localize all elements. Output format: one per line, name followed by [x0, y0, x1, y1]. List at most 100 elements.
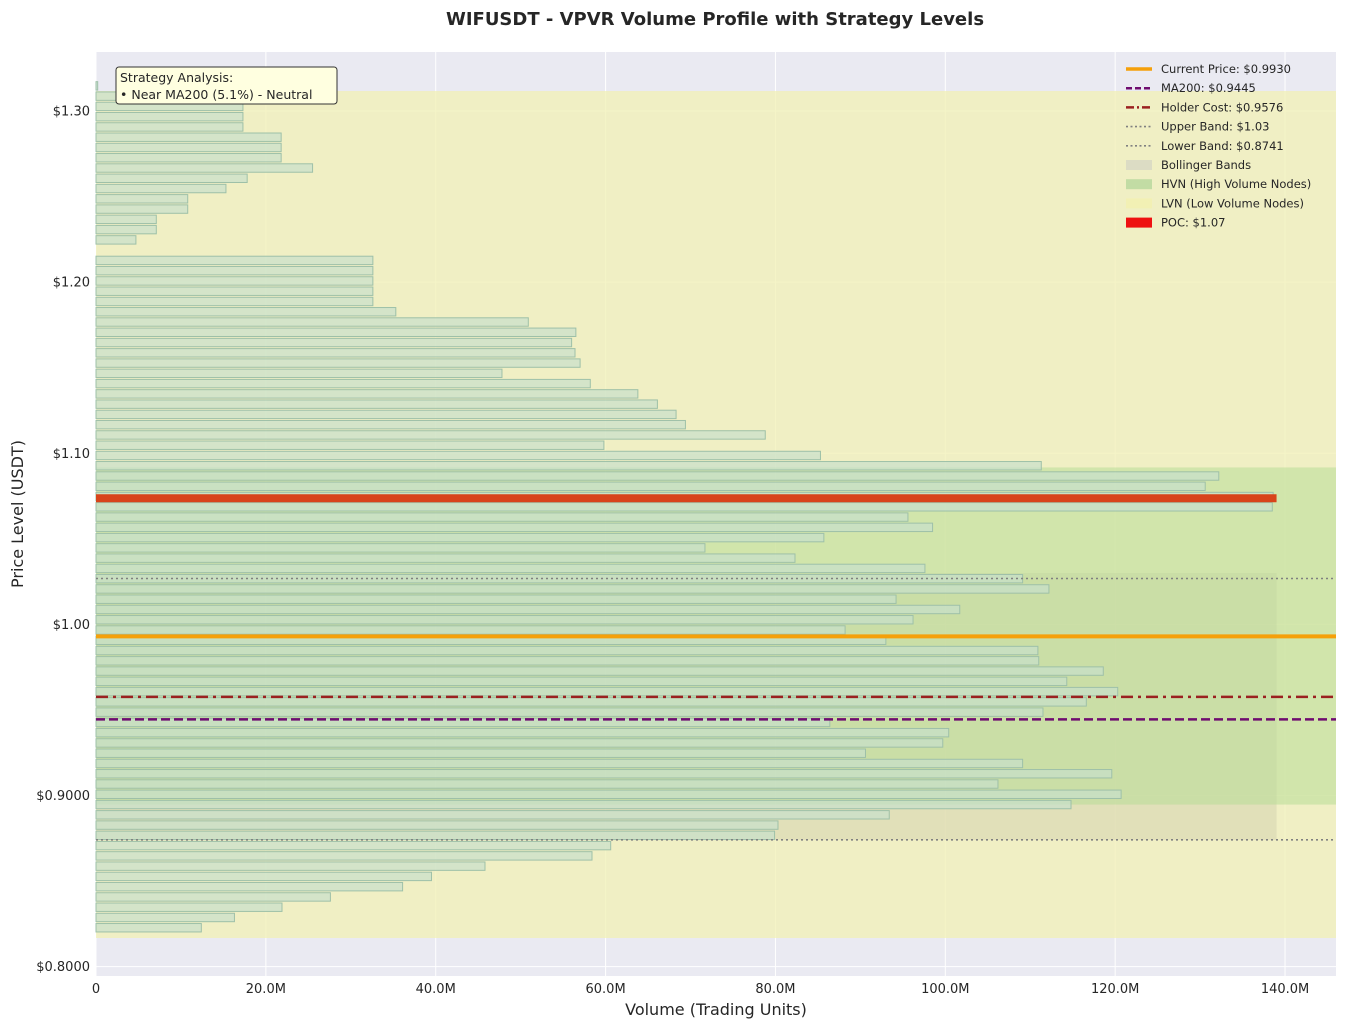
volume-bar	[95, 748, 866, 758]
y-axis-ticks: $0.8000 $0.9000 $1.00 $1.10 $1.20 $1.30	[36, 105, 90, 976]
x-axis-ticks: 0 20.0M 40.0M 60.0M 80.0M 100.0M 120.0M 140.0M	[92, 982, 1309, 997]
volume-bar	[95, 183, 227, 194]
volume-bar	[95, 594, 897, 604]
volume-bar	[95, 502, 1273, 512]
legend-swatch	[1126, 179, 1152, 190]
legend-label: Current Price: $0.9930	[1161, 62, 1291, 76]
volume-bar	[95, 204, 189, 214]
volume-bar	[95, 820, 779, 830]
volume-bar	[95, 399, 658, 409]
legend-swatch	[1126, 217, 1152, 228]
volume-bar	[95, 625, 846, 635]
volume-bar	[95, 840, 612, 851]
volume-bar	[95, 686, 1119, 697]
volume-bar	[95, 296, 374, 307]
volume-bar	[95, 881, 404, 892]
volume-bar	[95, 235, 137, 245]
y-tick-label: $1.30	[53, 105, 90, 120]
volume-bar	[95, 645, 1039, 656]
volume-bars	[95, 81, 1274, 933]
x-axis-label: Volume (Trading Units)	[625, 1000, 807, 1019]
x-tick-label: 120.0M	[1091, 982, 1139, 997]
y-tick-label: $1.00	[53, 618, 90, 633]
volume-bar	[95, 902, 283, 912]
volume-bar	[95, 173, 248, 183]
volume-bar	[95, 727, 950, 738]
x-tick-label: 60.0M	[586, 982, 626, 997]
volume-bar	[95, 563, 926, 574]
y-tick-label: $1.10	[53, 447, 90, 462]
annotation-box	[115, 66, 338, 105]
volume-bar	[95, 810, 890, 820]
volume-bar	[95, 861, 486, 871]
x-tick-label: 40.0M	[416, 982, 456, 997]
volume-bar	[95, 666, 1104, 676]
volume-bar	[95, 224, 157, 235]
volume-bar	[95, 111, 244, 122]
volume-bar	[95, 871, 432, 882]
volume-bar	[95, 194, 189, 204]
legend-label: Upper Band: $1.03	[1161, 120, 1269, 134]
volume-bar	[95, 337, 573, 348]
volume-bar	[95, 697, 1087, 707]
volume-bar	[95, 419, 686, 430]
legend-swatch	[1126, 198, 1152, 209]
volume-bar	[95, 214, 157, 225]
annotation-line-1: Strategy Analysis:	[120, 70, 233, 85]
volume-bar	[95, 738, 944, 748]
chart-legend: Current Price: $0.9930 MA200: $0.9445 Hold…	[1126, 62, 1311, 230]
volume-bar	[95, 307, 397, 317]
volume-bar	[95, 286, 374, 296]
x-tick-label: 140.0M	[1261, 982, 1309, 997]
volume-bar	[95, 430, 766, 440]
volume-bar	[95, 440, 605, 450]
volume-bar	[95, 615, 914, 625]
volume-bar	[95, 378, 591, 389]
legend-label: Lower Band: $0.8741	[1161, 139, 1284, 153]
volume-bar	[95, 912, 235, 923]
x-tick-label: 20.0M	[246, 982, 286, 997]
strategy-level-lines	[96, 494, 1336, 841]
volume-bar	[95, 799, 1072, 810]
legend-swatch	[1126, 160, 1152, 170]
y-axis-label: Price Level (USDT)	[8, 440, 27, 588]
y-tick-label: $1.20	[53, 276, 90, 291]
volume-bar	[95, 368, 503, 379]
volume-bar	[95, 317, 529, 327]
volume-bar	[95, 471, 1220, 481]
x-tick-label: 0	[92, 982, 100, 997]
volume-bar	[95, 276, 374, 286]
volume-bar	[95, 707, 1044, 717]
legend-label: HVN (High Volume Nodes)	[1161, 177, 1311, 191]
volume-bar	[95, 604, 961, 615]
volume-bar	[95, 153, 282, 163]
x-tick-label: 80.0M	[755, 982, 795, 997]
plot-area	[95, 52, 1336, 976]
volume-bar	[95, 358, 581, 368]
volume-bar	[95, 573, 1024, 584]
annotation-line-2: • Near MA200 (5.1%) - Neutral	[120, 87, 312, 102]
volume-bar	[95, 923, 202, 933]
volume-bar	[95, 584, 1050, 594]
volume-bar	[95, 522, 934, 533]
volume-bar	[95, 481, 1206, 491]
legend-label: LVN (Low Volume Nodes)	[1161, 196, 1304, 210]
volume-bar	[95, 553, 796, 563]
volume-bar	[95, 142, 282, 153]
volume-bar	[95, 450, 821, 461]
volume-bar	[95, 122, 244, 132]
legend-label: MA200: $0.9445	[1161, 81, 1256, 95]
volume-bar	[95, 656, 1040, 666]
volume-bar	[95, 676, 1068, 687]
volume-bar	[95, 348, 576, 358]
volume-bar	[95, 327, 577, 337]
volume-bar	[95, 512, 909, 522]
volume-bar	[95, 851, 593, 861]
volume-bar	[95, 265, 374, 276]
volume-bar	[95, 543, 706, 553]
legend-label: POC: $1.07	[1161, 216, 1225, 230]
legend-label: Bollinger Bands	[1161, 158, 1251, 172]
volume-bar	[95, 779, 999, 789]
volume-bar	[95, 830, 776, 841]
volume-bar	[95, 409, 677, 420]
